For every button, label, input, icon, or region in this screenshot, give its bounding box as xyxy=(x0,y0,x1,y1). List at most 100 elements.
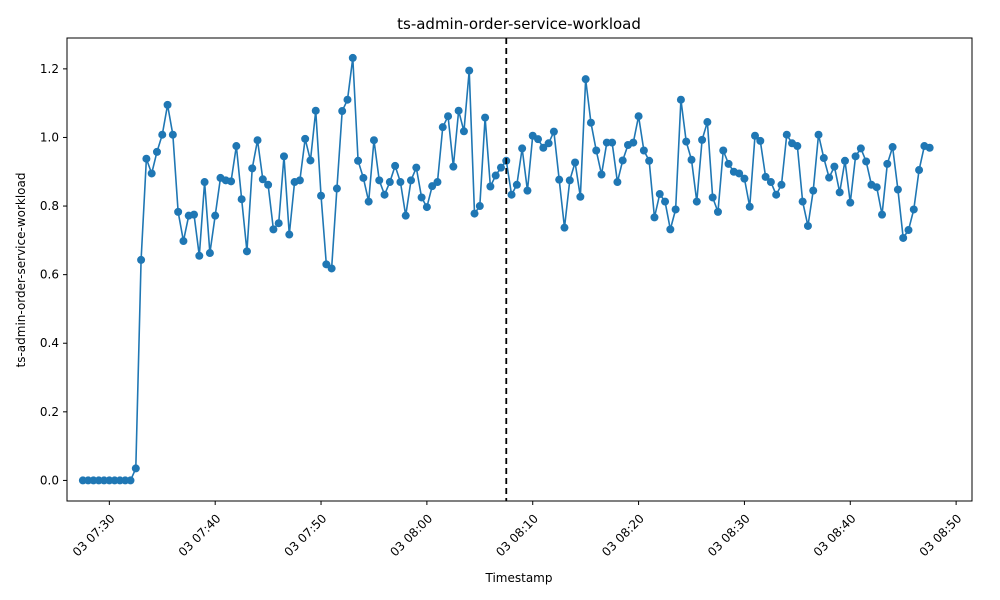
x-tick-label: 03 07:40 xyxy=(176,511,224,559)
x-tick-label: 03 07:30 xyxy=(70,511,118,559)
data-point xyxy=(332,184,341,193)
data-point xyxy=(645,156,654,165)
data-point xyxy=(893,185,902,194)
data-point xyxy=(327,264,336,273)
data-point xyxy=(756,136,765,145)
y-tick-label: 1.0 xyxy=(40,130,59,144)
x-tick-label: 03 08:20 xyxy=(599,511,647,559)
data-point xyxy=(152,147,161,156)
data-point xyxy=(279,152,288,161)
data-point xyxy=(819,154,828,163)
data-point xyxy=(412,163,421,172)
data-point xyxy=(158,130,167,139)
x-tick-label: 03 08:10 xyxy=(493,511,541,559)
data-point xyxy=(692,197,701,206)
data-point xyxy=(904,226,913,235)
data-point xyxy=(840,156,849,165)
data-point xyxy=(735,169,744,178)
data-point xyxy=(274,219,283,228)
data-point xyxy=(438,123,447,132)
data-point xyxy=(915,166,924,175)
data-point xyxy=(597,170,606,179)
data-point xyxy=(655,190,664,199)
data-point xyxy=(766,178,775,187)
x-axis-label: Timestamp xyxy=(485,571,553,585)
data-point xyxy=(809,186,818,195)
data-point xyxy=(481,113,490,122)
data-point xyxy=(618,156,627,165)
data-point xyxy=(719,146,728,155)
data-point xyxy=(375,176,384,185)
data-point xyxy=(666,225,675,234)
data-point xyxy=(269,225,278,234)
data-point xyxy=(454,106,463,115)
data-point xyxy=(131,464,140,473)
data-point xyxy=(264,180,273,189)
data-point xyxy=(592,146,601,155)
x-tick-label: 03 08:50 xyxy=(917,511,965,559)
data-point xyxy=(613,178,622,187)
data-point xyxy=(888,143,897,152)
data-point xyxy=(237,195,246,204)
data-point xyxy=(190,210,199,219)
data-point xyxy=(803,221,812,230)
data-point xyxy=(687,155,696,164)
data-point xyxy=(232,142,241,151)
data-point xyxy=(195,251,204,260)
x-axis-ticks: 03 07:30 03 07:40 03 07:50 03 08:00 03 08:10… xyxy=(70,501,965,559)
data-point xyxy=(211,211,220,220)
data-point xyxy=(518,144,527,153)
data-point xyxy=(544,139,553,148)
data-point xyxy=(571,158,580,167)
data-point xyxy=(459,127,468,136)
data-point xyxy=(306,156,315,165)
data-point xyxy=(740,174,749,183)
data-point xyxy=(126,476,135,485)
data-point xyxy=(396,178,405,187)
data-point xyxy=(147,169,156,178)
data-point xyxy=(661,197,670,206)
data-point xyxy=(163,100,172,109)
data-point xyxy=(380,190,389,199)
data-point xyxy=(698,135,707,144)
y-tick-label: 0.0 xyxy=(40,473,59,487)
data-point xyxy=(745,202,754,211)
data-point xyxy=(227,177,236,186)
y-tick-label: 0.2 xyxy=(40,405,59,419)
data-point xyxy=(242,247,251,256)
data-point xyxy=(401,211,410,220)
data-point xyxy=(486,182,495,191)
data-point xyxy=(798,197,807,206)
data-point xyxy=(433,178,442,187)
data-point xyxy=(470,209,479,218)
data-point xyxy=(285,230,294,239)
data-point xyxy=(872,183,881,192)
data-point xyxy=(846,198,855,207)
data-point xyxy=(793,142,802,151)
data-point xyxy=(301,134,310,143)
data-point xyxy=(883,159,892,168)
data-point xyxy=(369,136,378,145)
data-point xyxy=(258,175,267,184)
data-point xyxy=(348,53,357,62)
data-point xyxy=(539,143,548,152)
data-point xyxy=(713,207,722,216)
data-point xyxy=(682,137,691,146)
data-point xyxy=(491,171,500,180)
data-point xyxy=(560,223,569,232)
data-point xyxy=(835,188,844,197)
data-point xyxy=(417,193,426,202)
data-point xyxy=(449,162,458,171)
data-point xyxy=(385,178,394,187)
plot-area xyxy=(78,38,934,501)
x-tick-label: 03 08:00 xyxy=(387,511,435,559)
data-point xyxy=(909,205,918,214)
data-point xyxy=(248,164,257,173)
data-point xyxy=(629,138,638,147)
data-point xyxy=(253,136,262,145)
data-point xyxy=(407,176,416,185)
data-point xyxy=(856,144,865,153)
data-point xyxy=(565,176,574,185)
data-point xyxy=(851,152,860,161)
y-tick-label: 1.2 xyxy=(40,62,59,76)
